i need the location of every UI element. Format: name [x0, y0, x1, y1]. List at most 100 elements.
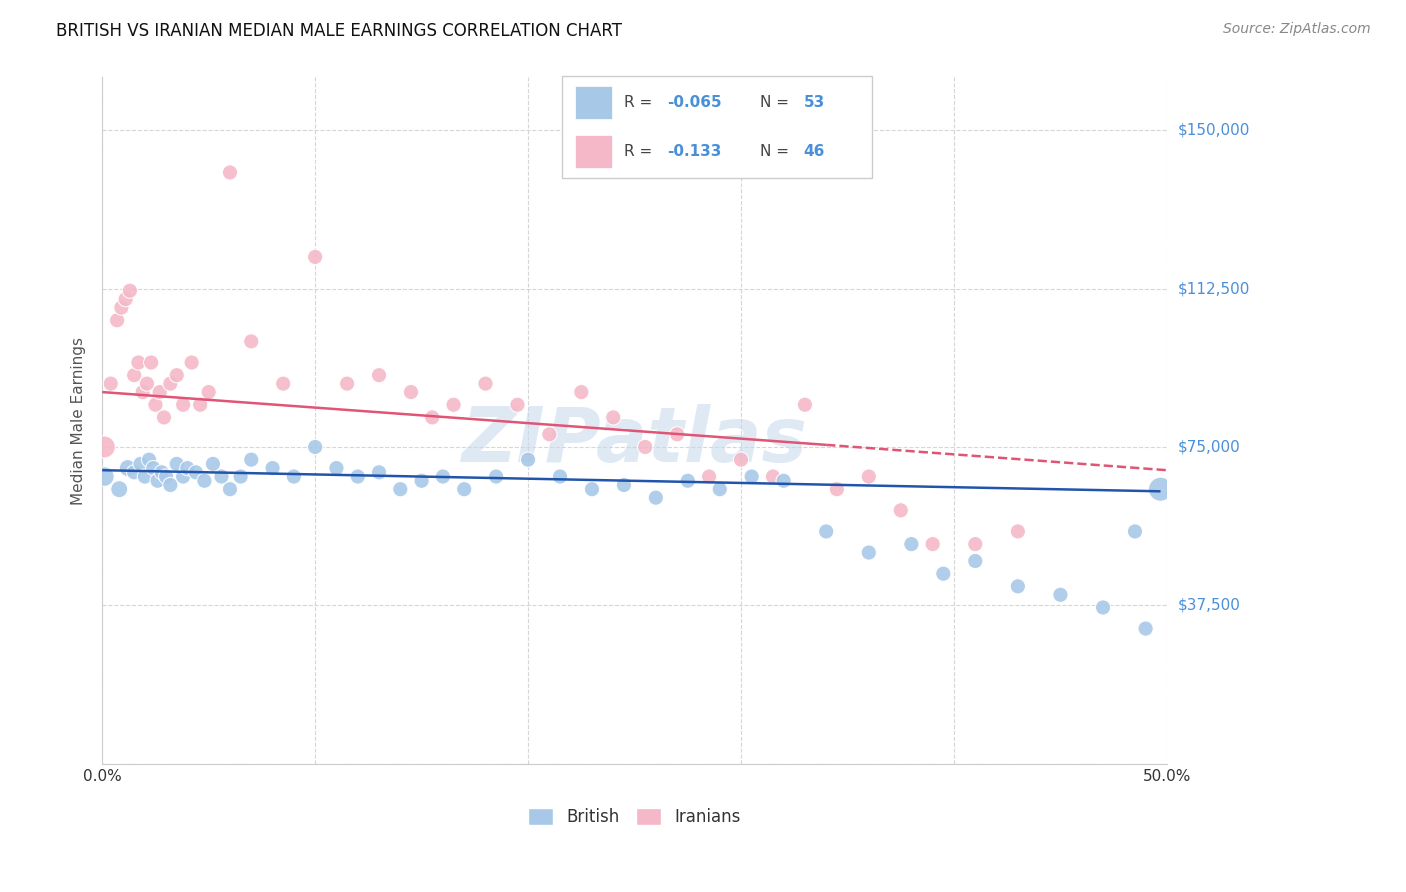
- Text: -0.133: -0.133: [668, 145, 721, 160]
- Point: [1049, 588, 1071, 602]
- Point: [932, 566, 955, 581]
- Point: [166, 457, 188, 471]
- Point: [548, 469, 571, 483]
- Point: [325, 461, 347, 475]
- Text: N =: N =: [761, 145, 794, 160]
- Point: [141, 355, 163, 369]
- Point: [815, 524, 838, 539]
- Point: [122, 465, 145, 479]
- Point: [201, 457, 224, 471]
- Text: ZIPatlas: ZIPatlas: [461, 404, 807, 478]
- Point: [506, 398, 529, 412]
- Point: [697, 469, 720, 483]
- Point: [730, 452, 752, 467]
- Point: [110, 301, 132, 315]
- Point: [122, 368, 145, 383]
- Point: [127, 355, 149, 369]
- Point: [741, 469, 763, 483]
- Point: [211, 469, 233, 483]
- Point: [389, 482, 412, 496]
- Legend: British, Iranians: British, Iranians: [522, 801, 748, 832]
- Point: [1149, 482, 1171, 496]
- Point: [145, 398, 167, 412]
- Text: Source: ZipAtlas.com: Source: ZipAtlas.com: [1223, 22, 1371, 37]
- Point: [172, 398, 194, 412]
- Text: 53: 53: [804, 95, 825, 110]
- Point: [762, 469, 785, 483]
- Point: [229, 469, 252, 483]
- Point: [411, 474, 433, 488]
- Point: [172, 469, 194, 483]
- Point: [166, 368, 188, 383]
- Point: [184, 465, 207, 479]
- Point: [240, 452, 263, 467]
- Point: [105, 313, 128, 327]
- Point: [432, 469, 454, 483]
- Point: [890, 503, 912, 517]
- Point: [858, 545, 880, 559]
- Point: [176, 461, 198, 475]
- Point: [644, 491, 666, 505]
- Text: N =: N =: [761, 95, 794, 110]
- Point: [443, 398, 465, 412]
- Point: [193, 474, 215, 488]
- Point: [150, 465, 173, 479]
- Point: [129, 457, 152, 471]
- Point: [1007, 524, 1029, 539]
- Point: [304, 440, 326, 454]
- Point: [1007, 579, 1029, 593]
- Point: [100, 376, 122, 391]
- Point: [134, 469, 156, 483]
- Point: [1135, 622, 1157, 636]
- Y-axis label: Median Male Earnings: Median Male Earnings: [72, 336, 86, 505]
- Point: [93, 469, 115, 483]
- Point: [136, 376, 159, 391]
- Point: [118, 284, 141, 298]
- Point: [180, 355, 202, 369]
- Point: [262, 461, 284, 475]
- Point: [188, 398, 211, 412]
- Point: [219, 165, 242, 179]
- Point: [900, 537, 922, 551]
- Point: [1123, 524, 1146, 539]
- Point: [93, 440, 115, 454]
- Point: [240, 334, 263, 349]
- Point: [368, 465, 391, 479]
- Point: [149, 385, 172, 400]
- FancyBboxPatch shape: [562, 76, 872, 178]
- Point: [965, 554, 987, 568]
- Point: [602, 410, 624, 425]
- Point: [453, 482, 475, 496]
- FancyBboxPatch shape: [575, 87, 612, 119]
- Point: [159, 376, 181, 391]
- Point: [159, 478, 181, 492]
- Point: [825, 482, 848, 496]
- Text: R =: R =: [624, 145, 662, 160]
- Text: $150,000: $150,000: [1178, 123, 1250, 137]
- Point: [271, 376, 294, 391]
- Text: 46: 46: [804, 145, 825, 160]
- Text: $75,000: $75,000: [1178, 440, 1240, 454]
- Point: [153, 410, 176, 425]
- Point: [146, 474, 169, 488]
- Point: [676, 474, 699, 488]
- Point: [793, 398, 815, 412]
- Point: [219, 482, 242, 496]
- Point: [569, 385, 592, 400]
- Point: [138, 452, 160, 467]
- Point: [368, 368, 391, 383]
- Point: [634, 440, 657, 454]
- Point: [1092, 600, 1115, 615]
- Point: [304, 250, 326, 264]
- Text: -0.065: -0.065: [668, 95, 723, 110]
- Point: [399, 385, 422, 400]
- Point: [117, 461, 139, 475]
- Point: [538, 427, 561, 442]
- Point: [613, 478, 636, 492]
- Text: $112,500: $112,500: [1178, 281, 1250, 296]
- Point: [921, 537, 943, 551]
- Point: [858, 469, 880, 483]
- Text: BRITISH VS IRANIAN MEDIAN MALE EARNINGS CORRELATION CHART: BRITISH VS IRANIAN MEDIAN MALE EARNINGS …: [56, 22, 623, 40]
- Point: [965, 537, 987, 551]
- Point: [772, 474, 794, 488]
